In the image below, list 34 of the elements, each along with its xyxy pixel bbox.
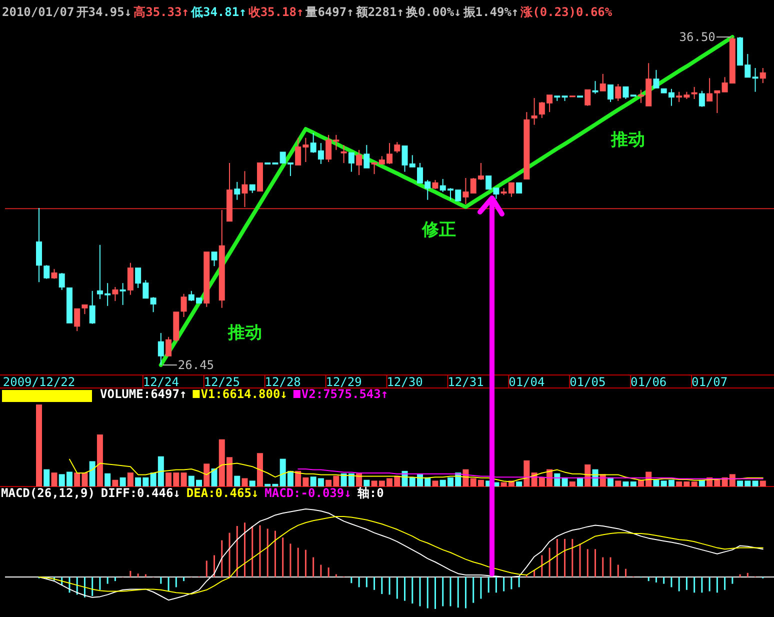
text: 收35.18↑ xyxy=(248,5,304,19)
text: 换0.00%↓ xyxy=(404,5,462,19)
text: 量6497↑ xyxy=(304,5,354,19)
text: V2:7575.543↑ xyxy=(301,387,388,401)
text: 涨(0.23)0.66% xyxy=(520,5,613,19)
annotation: 修正 xyxy=(421,220,456,240)
text: 开34.95↓ xyxy=(75,5,132,19)
text: 2010/01/07 xyxy=(2,5,74,19)
x-tick-label: 01/07 xyxy=(691,375,728,389)
x-tick-label: 01/05 xyxy=(570,375,606,389)
text: 额2281↑ xyxy=(354,5,404,19)
text: 振1.49%↑ xyxy=(462,5,519,19)
text: 低34.81↑ xyxy=(190,5,246,19)
annotation: 26.45 xyxy=(178,358,214,372)
annotation: DEA:0.465↓ xyxy=(186,486,259,500)
x-tick-label: 12/25 xyxy=(204,375,240,389)
x-tick-label: 2009/12/22 xyxy=(2,375,76,389)
x-tick-label: 12/24 xyxy=(142,375,179,389)
x-tick-label: 12/29 xyxy=(326,375,362,389)
annotation: 36.50 xyxy=(679,30,716,44)
x-tick-label: 01/04 xyxy=(508,375,545,389)
text: 高35.33↑ xyxy=(134,5,189,19)
text: V1:6614.800↓ xyxy=(200,387,288,401)
x-tick-label: 01/06 xyxy=(630,375,667,389)
annotation: DIFF:0.446↓ xyxy=(100,486,180,500)
x-tick-label: 12/28 xyxy=(264,375,301,389)
annotation: MACD:-0.039↓ xyxy=(264,486,352,500)
annotation: 推动 xyxy=(610,130,645,150)
annotation: 轴:0 xyxy=(356,486,384,500)
annotation: 推动 xyxy=(227,323,262,343)
x-tick-label: 12/30 xyxy=(386,375,423,389)
annotation: MACD(26,12,9) xyxy=(1,486,95,500)
text: VOLUME:6497↑ xyxy=(100,387,187,401)
x-tick-label: 12/31 xyxy=(448,375,484,389)
